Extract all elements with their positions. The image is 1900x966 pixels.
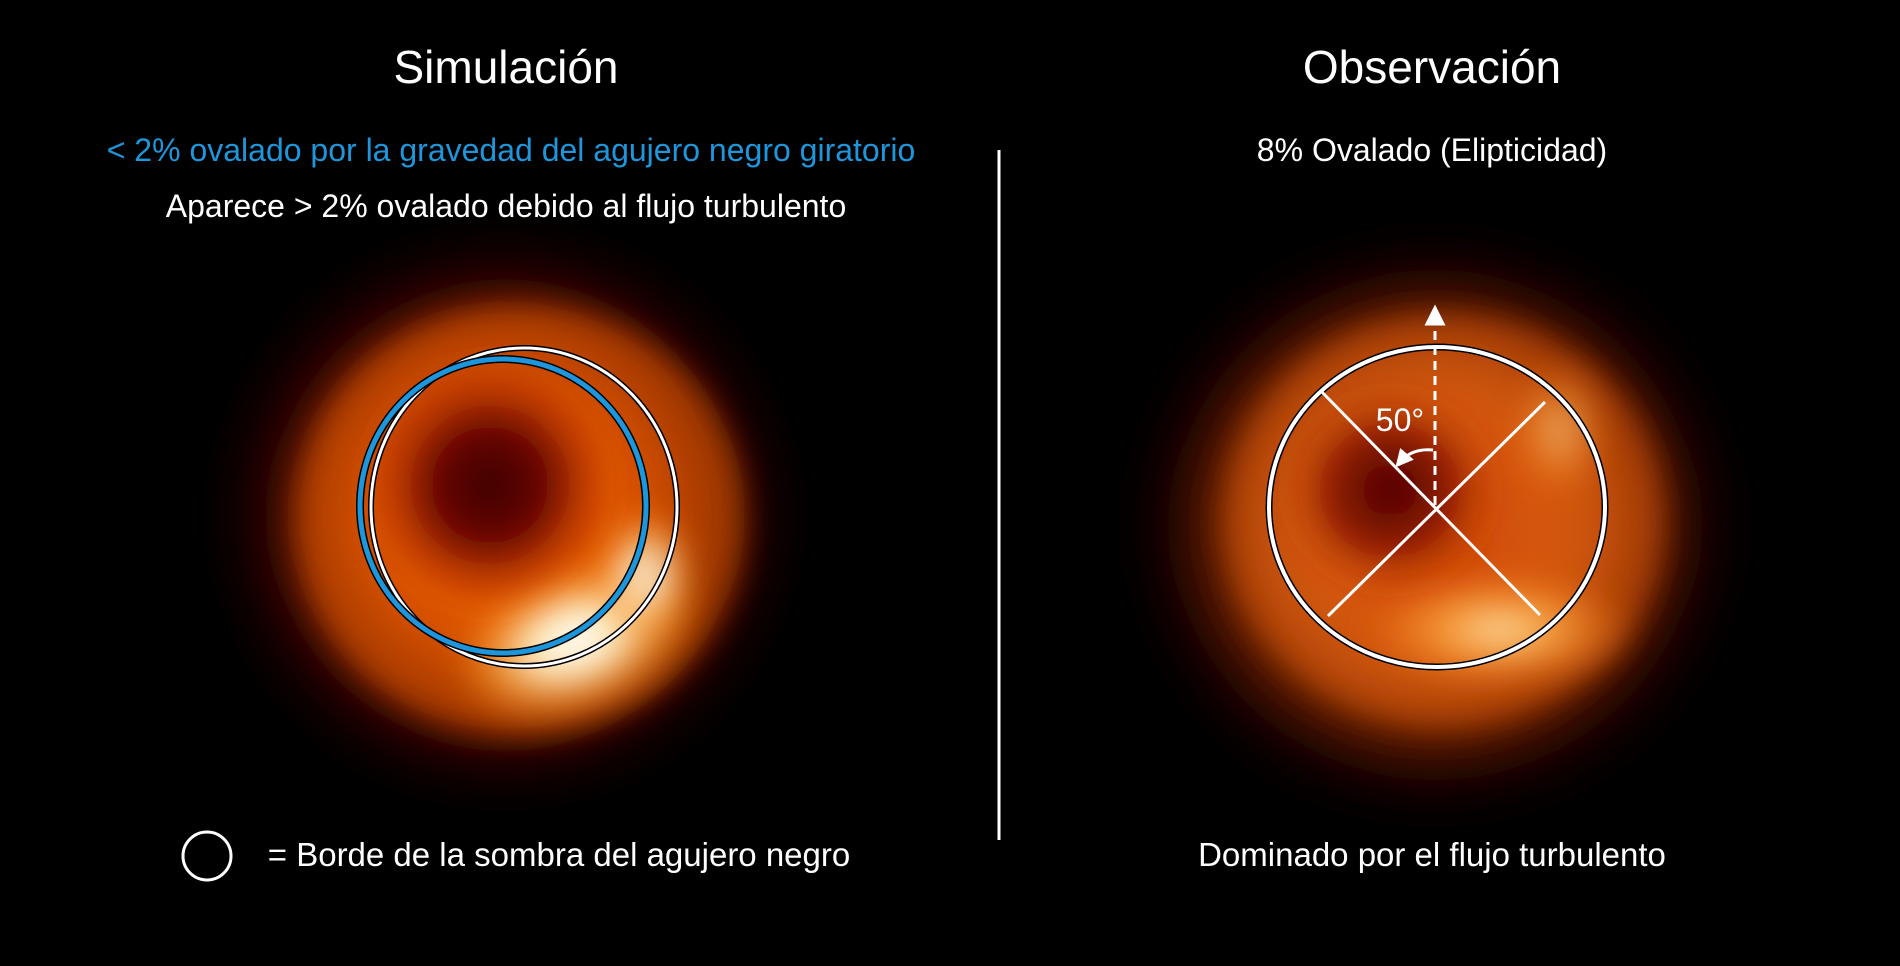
major-axis-line [1318,388,1542,617]
observation-title: Observación [1302,41,1562,93]
legend-circle-icon [180,829,234,883]
simulation-image [215,230,795,800]
minor-axis-line [1326,400,1547,618]
ellipticity-overlay [1265,304,1609,671]
angle-arc-arrow [1395,447,1434,468]
observed-ellipticity-note: 8% Ovalado (Elipticidad) [1256,132,1608,168]
blue-rotation-circle [356,355,650,657]
white-shadow-edge-circle [368,345,680,669]
legend-text: = Borde de la sombra del agujero negro [267,836,851,873]
shadow-edge-circles [356,345,680,669]
simulation-title: Simulación [393,41,619,93]
angle-label: 50° [1375,402,1425,438]
spin-ellipticity-note: < 2% ovalado por la gravedad del agujero… [106,132,916,168]
observation-image [1135,240,1735,810]
observation-footer: Dominado por el flujo turbulento [1198,836,1666,873]
turbulence-ellipticity-note: Aparece > 2% ovalado debido al flujo tur… [165,188,847,224]
